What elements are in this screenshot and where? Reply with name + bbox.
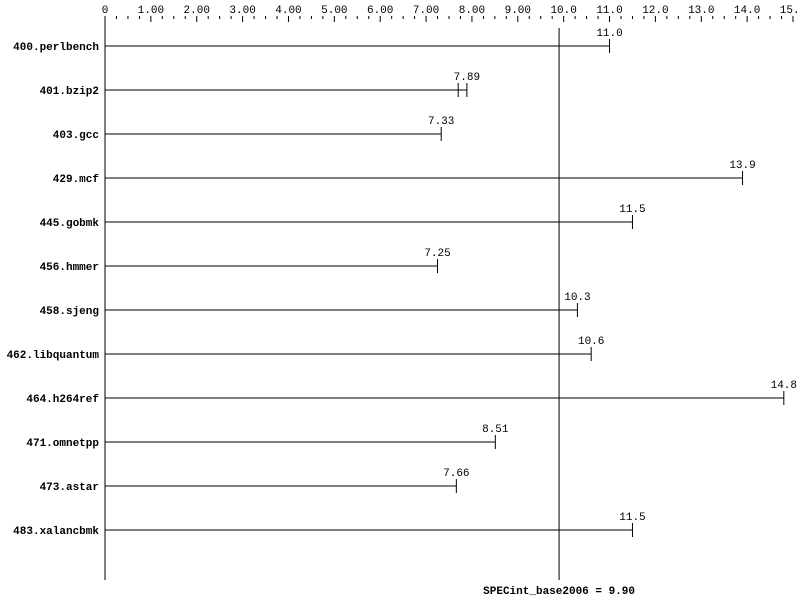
- axis-tick-label: 3.00: [229, 5, 255, 17]
- benchmark-value-label: 7.25: [424, 248, 450, 260]
- benchmark-value-label: 7.33: [428, 116, 454, 128]
- axis-tick-label: 8.00: [459, 5, 485, 17]
- benchmark-label: 445.gobmk: [40, 218, 100, 230]
- benchmark-label: 456.hmmer: [40, 262, 99, 274]
- benchmark-value-label: 14.8: [771, 380, 797, 392]
- benchmark-value-label: 11.5: [619, 204, 645, 216]
- benchmark-label: 473.astar: [40, 482, 99, 494]
- axis-tick-label: 10.0: [550, 5, 576, 17]
- axis-tick-label: 11.0: [596, 5, 622, 17]
- benchmark-label: 483.xalancbmk: [13, 526, 99, 538]
- axis-tick-label: 15.0: [780, 5, 799, 17]
- benchmark-label: 471.omnetpp: [26, 438, 99, 450]
- axis-tick-label: 6.00: [367, 5, 393, 17]
- axis-tick-label: 13.0: [688, 5, 714, 17]
- benchmark-label: 462.libquantum: [7, 350, 100, 362]
- summary-label: SPECint_base2006 = 9.90: [483, 586, 635, 598]
- axis-tick-label: 12.0: [642, 5, 668, 17]
- benchmark-label: 400.perlbench: [13, 42, 99, 54]
- axis-tick-label: 0: [102, 5, 109, 17]
- benchmark-value-label: 10.3: [564, 292, 590, 304]
- benchmark-label: 464.h264ref: [26, 394, 99, 406]
- benchmark-label: 401.bzip2: [40, 86, 99, 98]
- benchmark-label: 429.mcf: [53, 174, 100, 186]
- axis-tick-label: 4.00: [275, 5, 301, 17]
- axis-tick-label: 7.00: [413, 5, 439, 17]
- benchmark-label: 458.sjeng: [40, 306, 99, 318]
- benchmark-label: 403.gcc: [53, 130, 99, 142]
- axis-tick-label: 1.00: [138, 5, 164, 17]
- spec-benchmark-chart: 0 1.00 2.00 3.00 4.00 5.00 6.00 7.00 8.00 9.00 10.…: [0, 0, 799, 606]
- benchmark-value-label: 11.0: [596, 28, 622, 40]
- benchmark-value-label: 10.6: [578, 336, 604, 348]
- benchmark-value-label: 13.9: [729, 160, 755, 172]
- benchmark-value-label: 8.51: [482, 424, 509, 436]
- benchmark-value-label: 7.66: [443, 468, 469, 480]
- axis-tick-label: 5.00: [321, 5, 347, 17]
- axis-tick-label: 9.00: [505, 5, 531, 17]
- benchmark-value-label: 11.5: [619, 512, 645, 524]
- axis-tick-label: 2.00: [184, 5, 210, 17]
- axis-tick-label: 14.0: [734, 5, 760, 17]
- benchmark-value-label: 7.89: [454, 72, 480, 84]
- chart-background: [0, 0, 799, 606]
